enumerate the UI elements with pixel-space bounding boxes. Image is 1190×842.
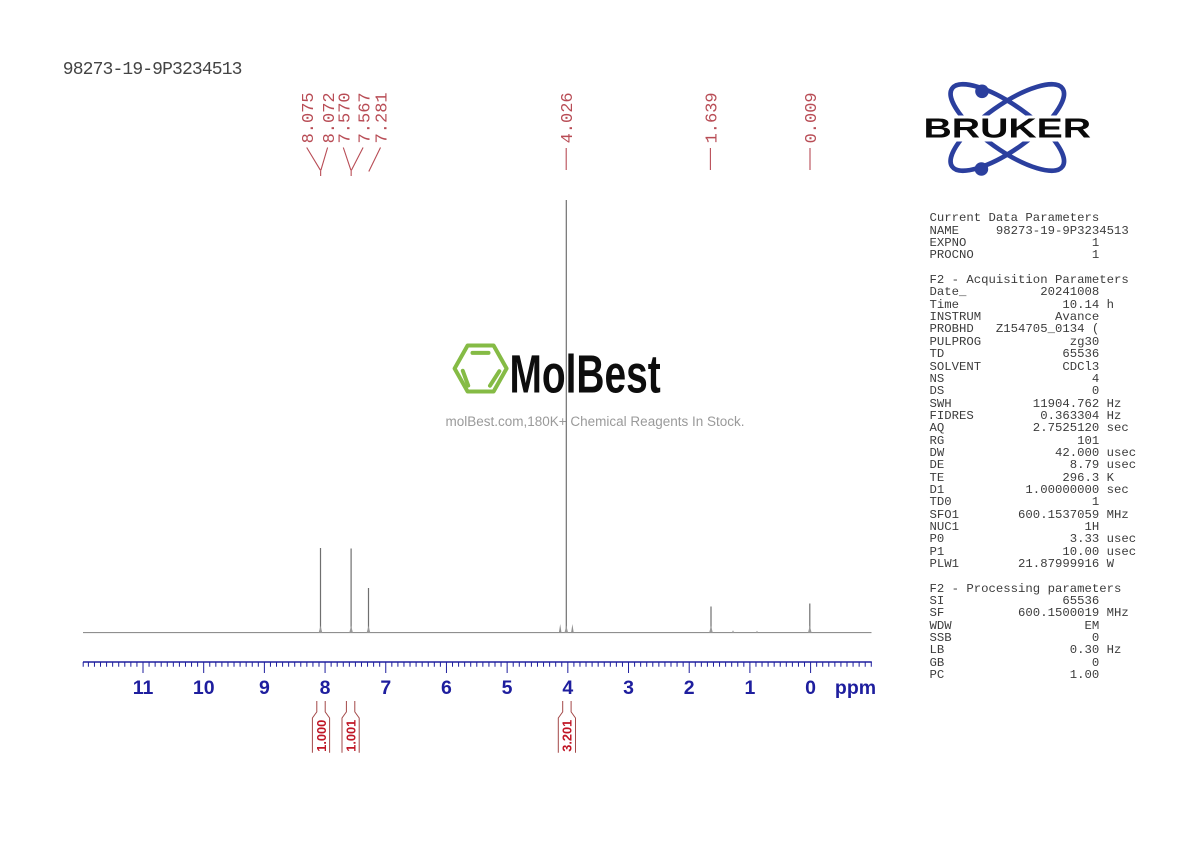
svg-text:7.281: 7.281 xyxy=(374,92,393,143)
svg-text:0.009: 0.009 xyxy=(803,92,822,143)
svg-text:9: 9 xyxy=(259,677,270,699)
svg-text:8: 8 xyxy=(320,677,331,699)
svg-text:6: 6 xyxy=(441,677,452,699)
svg-text:0: 0 xyxy=(805,677,816,699)
svg-text:1: 1 xyxy=(744,677,755,699)
svg-text:1.639: 1.639 xyxy=(704,92,723,143)
svg-text:molBest.com,180K+ Chemical Rea: molBest.com,180K+ Chemical Reagents In S… xyxy=(445,414,744,429)
svg-text:4.026: 4.026 xyxy=(559,92,578,143)
svg-text:BRUKER: BRUKER xyxy=(924,113,1092,144)
svg-text:5: 5 xyxy=(502,677,513,699)
svg-text:11: 11 xyxy=(133,677,154,699)
svg-text:10: 10 xyxy=(193,677,215,699)
svg-text:ppm: ppm xyxy=(835,677,876,699)
svg-text:2: 2 xyxy=(684,677,695,699)
svg-text:8.072: 8.072 xyxy=(321,92,340,143)
svg-text:3: 3 xyxy=(623,677,634,699)
svg-text:7.567: 7.567 xyxy=(356,92,375,143)
svg-text:MolBest: MolBest xyxy=(510,343,661,404)
svg-text:3.201: 3.201 xyxy=(560,720,575,752)
svg-text:4: 4 xyxy=(562,677,573,699)
svg-text:8.075: 8.075 xyxy=(300,92,319,143)
svg-text:7.570: 7.570 xyxy=(337,92,356,143)
svg-text:1.000: 1.000 xyxy=(314,720,329,752)
svg-text:1.001: 1.001 xyxy=(343,720,358,752)
svg-text:7: 7 xyxy=(380,677,391,699)
